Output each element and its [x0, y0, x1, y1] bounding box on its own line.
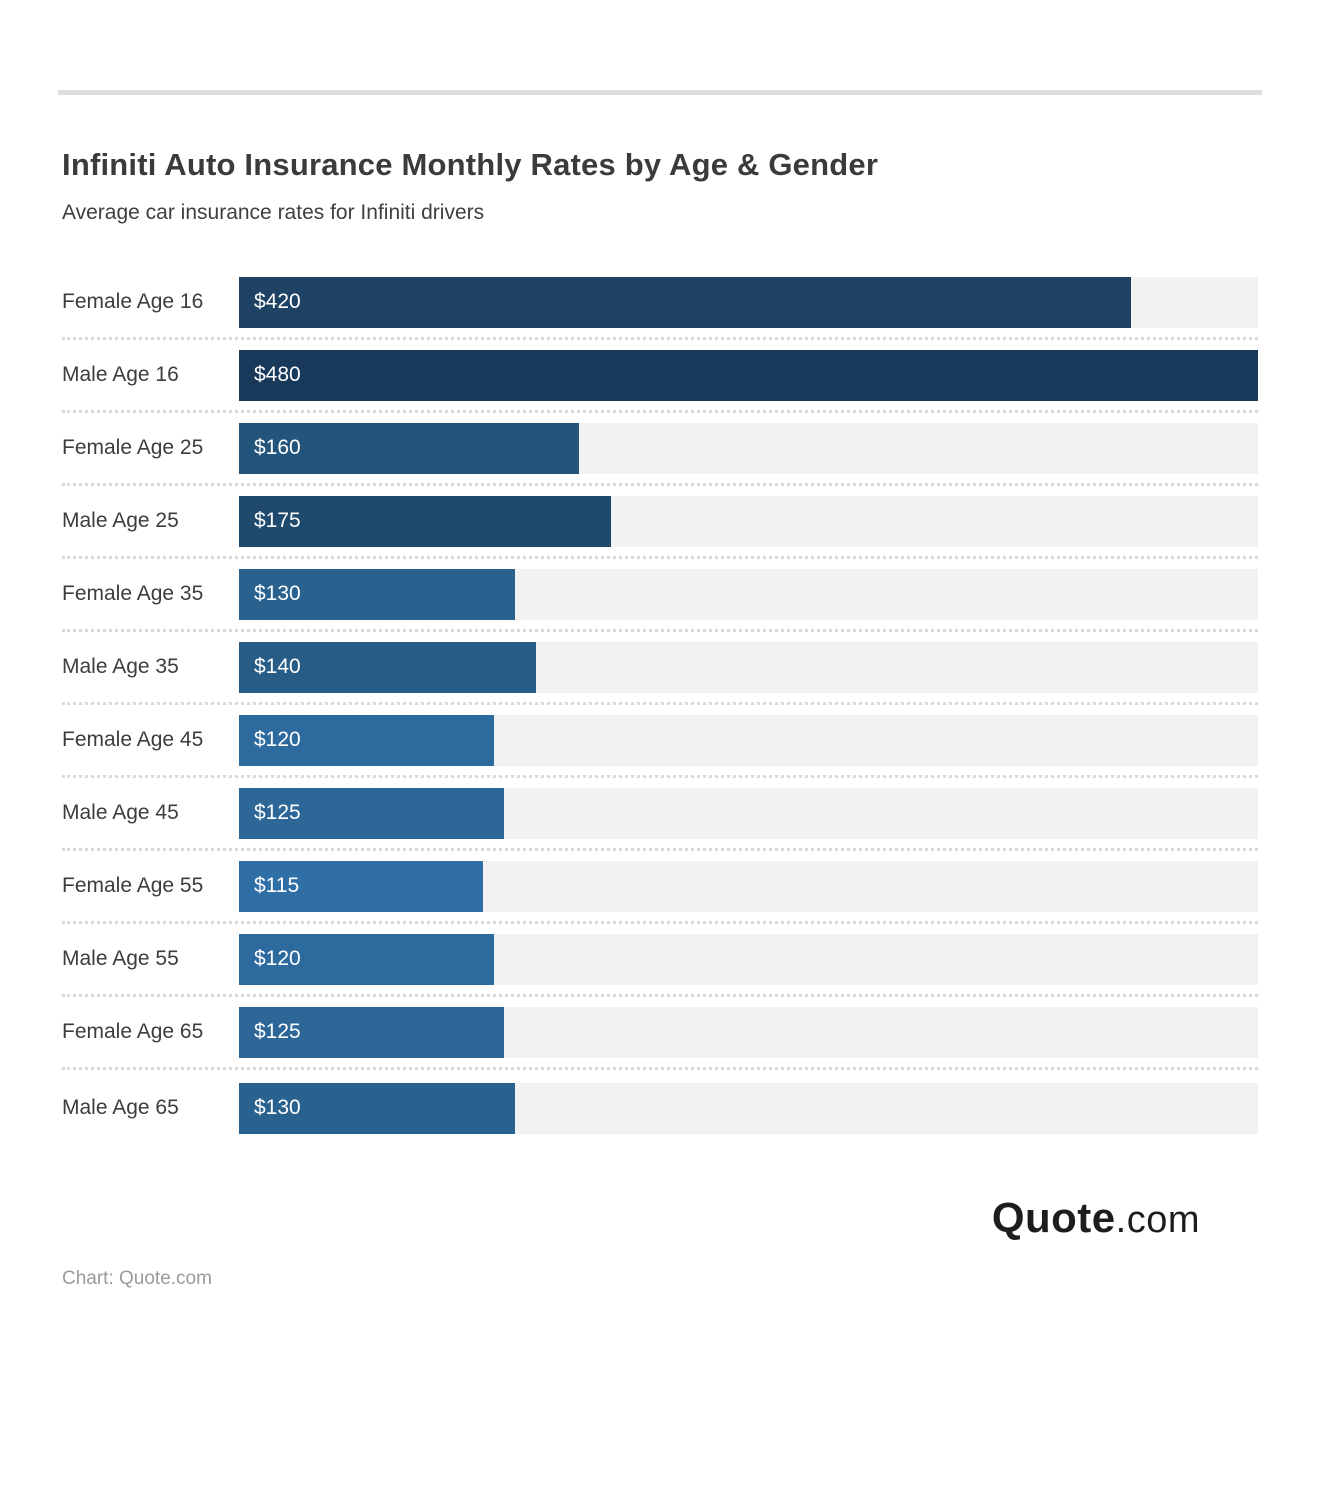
chart-subtitle: Average car insurance rates for Infiniti… [62, 201, 485, 224]
chart-row: Female Age 65 $125 [62, 997, 1258, 1070]
category-label: Female Age 25 [62, 436, 204, 459]
bar: $130 [239, 568, 515, 620]
bar-value-label: $125 [254, 801, 301, 824]
bar: $130 [239, 1082, 515, 1134]
bar: $115 [239, 860, 484, 912]
bar-track: $125 [239, 787, 1258, 839]
bar-value-label: $130 [254, 1096, 301, 1119]
bar: $125 [239, 787, 505, 839]
chart-row: Female Age 55 $115 [62, 851, 1258, 924]
category-label: Female Age 55 [62, 874, 204, 897]
bar-track: $120 [239, 933, 1258, 985]
bar: $120 [239, 714, 494, 766]
chart-row: Male Age 45 $125 [62, 778, 1258, 851]
bar-value-label: $115 [254, 874, 300, 897]
chart-source-caption: Chart: Quote.com [62, 1268, 212, 1289]
bar: $140 [239, 641, 537, 693]
bar-track: $140 [239, 641, 1258, 693]
chart-row: Male Age 25 $175 [62, 486, 1258, 559]
bar-track: $125 [239, 1006, 1258, 1058]
bar: $420 [239, 276, 1131, 328]
bar-value-label: $125 [254, 1020, 301, 1043]
bar-value-label: $120 [254, 728, 301, 751]
bar-track: $115 [239, 860, 1258, 912]
bar-chart: Female Age 16 $420 Male Age 16 $480 Fema… [62, 267, 1258, 1146]
bar: $175 [239, 495, 611, 547]
chart-row: Female Age 45 $120 [62, 705, 1258, 778]
bar-value-label: $420 [254, 290, 301, 313]
bar: $120 [239, 933, 494, 985]
category-label: Male Age 55 [62, 947, 179, 970]
chart-row: Male Age 55 $120 [62, 924, 1258, 997]
chart-row: Male Age 35 $140 [62, 632, 1258, 705]
category-label: Female Age 16 [62, 290, 204, 313]
chart-row: Female Age 16 $420 [62, 267, 1258, 340]
bar-value-label: $175 [254, 509, 301, 532]
category-label: Female Age 65 [62, 1020, 204, 1043]
bar-value-label: $140 [254, 655, 301, 678]
bar-value-label: $480 [254, 363, 301, 386]
logo-suffix-text: .com [1115, 1199, 1200, 1241]
bar: $160 [239, 422, 579, 474]
logo-brand-text: Quote [991, 1194, 1116, 1241]
bar-value-label: $130 [254, 582, 301, 605]
bar-track: $420 [239, 276, 1258, 328]
bar-track: $480 [239, 349, 1258, 401]
bar-track: $130 [239, 568, 1258, 620]
bar-track: $120 [239, 714, 1258, 766]
bar-value-label: $160 [254, 436, 301, 459]
bar: $480 [239, 349, 1258, 401]
chart-title: Infiniti Auto Insurance Monthly Rates by… [62, 147, 879, 182]
logo-row: Quote.com [62, 1194, 1200, 1242]
category-label: Male Age 35 [62, 655, 179, 678]
chart-row: Male Age 65 $130 [62, 1070, 1258, 1146]
page: Infiniti Auto Insurance Monthly Rates by… [0, 90, 1320, 1494]
chart-header: Infiniti Auto Insurance Monthly Rates by… [62, 147, 1258, 225]
bar-track: $160 [239, 422, 1258, 474]
quote-com-logo: Quote.com [992, 1194, 1200, 1242]
category-label: Female Age 45 [62, 728, 204, 751]
category-label: Male Age 45 [62, 801, 179, 824]
category-label: Male Age 25 [62, 509, 179, 532]
top-divider [58, 90, 1262, 95]
bar-track: $175 [239, 495, 1258, 547]
chart-row: Male Age 16 $480 [62, 340, 1258, 413]
category-label: Male Age 16 [62, 363, 179, 386]
bar: $125 [239, 1006, 505, 1058]
chart-row: Female Age 25 $160 [62, 413, 1258, 486]
category-label: Female Age 35 [62, 582, 204, 605]
bar-value-label: $120 [254, 947, 301, 970]
bar-track: $130 [239, 1082, 1258, 1134]
category-label: Male Age 65 [62, 1096, 179, 1119]
chart-row: Female Age 35 $130 [62, 559, 1258, 632]
